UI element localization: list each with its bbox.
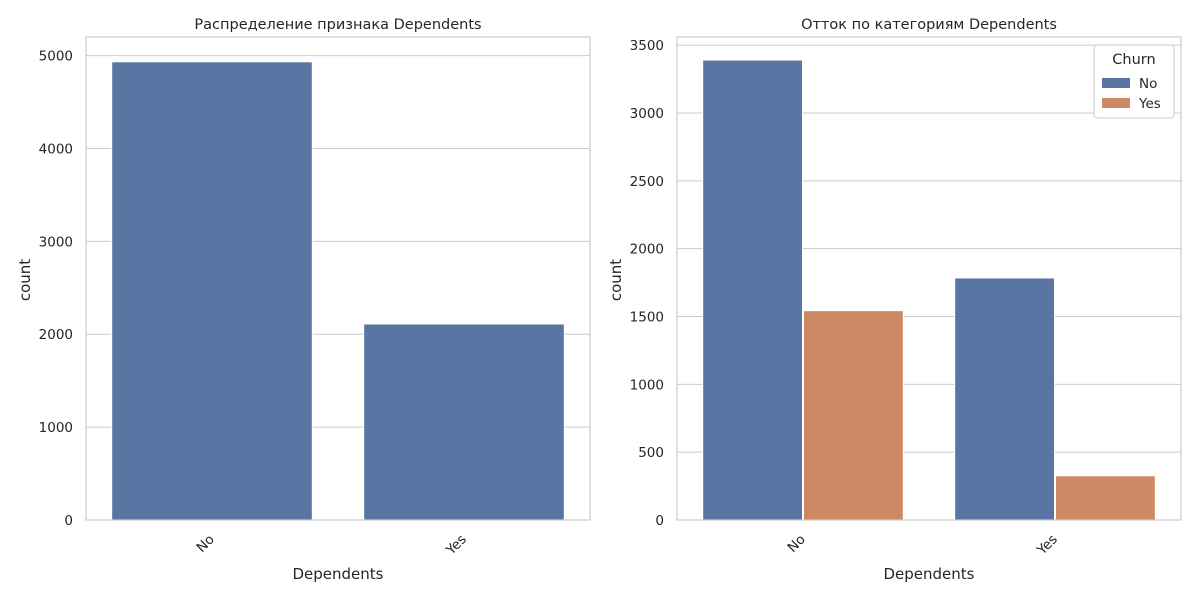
- y-tick-label: 2500: [630, 174, 664, 190]
- y-tick-label: 0: [655, 513, 664, 529]
- bars: [702, 59, 1156, 521]
- bar-no: [111, 61, 313, 521]
- x-tick-labels: No Yes: [785, 532, 1061, 559]
- plot-frame: [85, 36, 591, 521]
- bar-no-churn-yes: [803, 310, 904, 521]
- y-tick-label: 2000: [39, 327, 73, 343]
- bar-yes-churn-no: [954, 277, 1056, 521]
- x-tick-labels: No Yes: [194, 532, 470, 559]
- x-tick-label: Yes: [442, 532, 469, 559]
- y-tick-label: 4000: [39, 141, 73, 157]
- y-tick-label: 1500: [630, 309, 664, 325]
- chart-dependents-distribution: Распределение признака Dependents 0 1000 2…: [16, 17, 591, 583]
- plot-area: [85, 36, 591, 521]
- y-tick-label: 5000: [39, 49, 73, 65]
- y-tick-label: 1000: [39, 420, 73, 436]
- x-axis-label: Dependents: [884, 565, 975, 583]
- y-tick-labels: 0 500 1000 1500 2000 2500 3000 3500: [630, 38, 664, 529]
- legend-label-yes: Yes: [1138, 96, 1161, 112]
- x-tick-label: Yes: [1033, 532, 1060, 559]
- bar-no-churn-no: [702, 59, 804, 521]
- legend-label-no: No: [1139, 76, 1157, 92]
- y-tick-label: 2000: [630, 242, 664, 258]
- plot-area: Churn No Yes: [676, 36, 1182, 521]
- legend-swatch-no: [1102, 78, 1130, 88]
- bars: [111, 61, 565, 521]
- y-tick-label: 1000: [630, 377, 664, 393]
- y-tick-labels: 0 1000 2000 3000 4000 5000: [39, 49, 73, 529]
- plot-frame: [676, 36, 1182, 521]
- legend-title: Churn: [1112, 52, 1155, 68]
- chart-title: Распределение признака Dependents: [194, 17, 481, 33]
- chart-title: Отток по категориям Dependents: [801, 17, 1057, 33]
- legend-items: No Yes: [1102, 76, 1161, 112]
- y-tick-label: 3000: [39, 234, 73, 250]
- y-tick-label: 0: [64, 513, 73, 529]
- legend-swatch-yes: [1102, 98, 1130, 108]
- bar-yes-churn-yes: [1055, 475, 1156, 521]
- bar-yes: [363, 323, 565, 521]
- legend: Churn No Yes: [1093, 44, 1175, 119]
- y-tick-label: 500: [638, 445, 664, 461]
- chart-churn-by-dependents: Отток по категориям Dependents Churn No Y…: [607, 17, 1182, 583]
- y-tick-label: 3000: [630, 106, 664, 122]
- x-tick-label: No: [194, 532, 218, 556]
- y-axis-label: count: [16, 259, 34, 301]
- y-axis-label: count: [607, 259, 625, 301]
- x-tick-label: No: [785, 532, 809, 556]
- x-axis-label: Dependents: [293, 565, 384, 583]
- y-tick-label: 3500: [630, 38, 664, 54]
